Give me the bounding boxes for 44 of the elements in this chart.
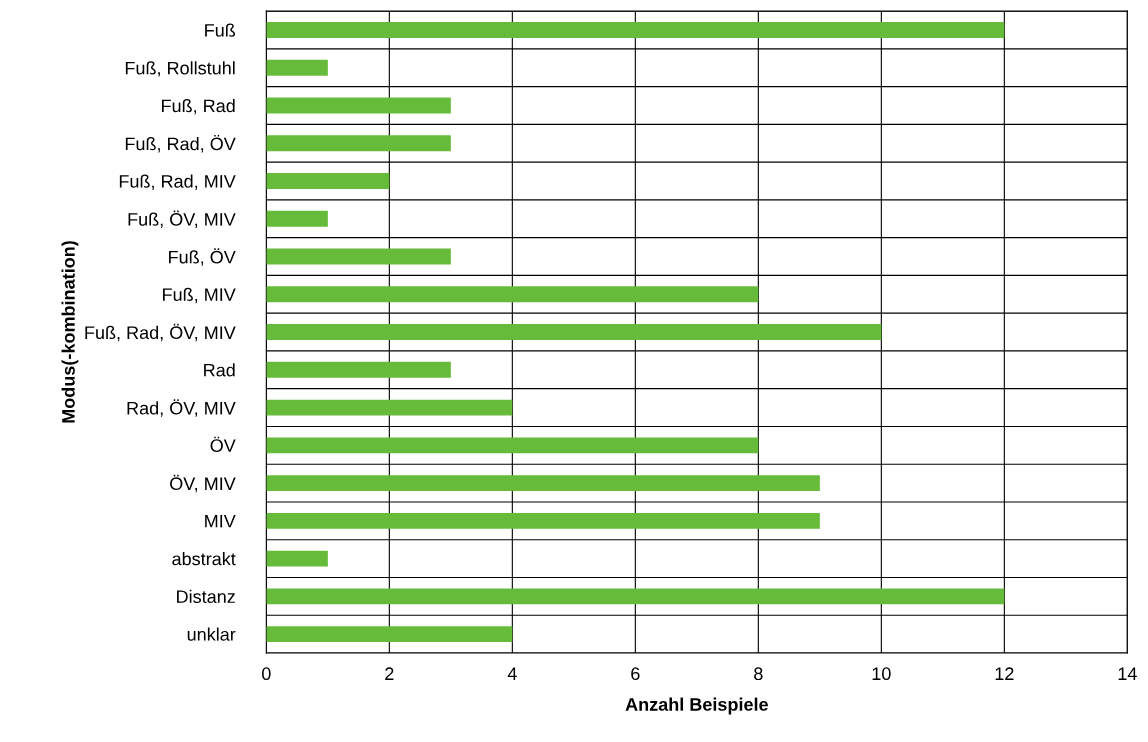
x-tick-label: 4 [507,667,517,680]
y-tick-label: unklar [187,627,236,641]
y-tick-label: Fuß, Rad, ÖV [125,135,236,153]
x-tick-label: 14 [1118,667,1137,680]
bar [266,361,451,378]
bar [266,59,328,76]
y-tick-label: Distanz [177,589,235,604]
bar [266,512,820,529]
bar [266,588,1005,605]
y-tick-label: Fuß, MIV [163,287,236,304]
y-tick-label: Fuß [205,23,236,37]
y-tick-label: Fuß, ÖV [169,248,236,266]
x-axis-title: Anzahl Beispiele [625,697,768,715]
y-tick-label: Rad, ÖV, MIV [127,399,236,417]
y-tick-label: Fuß, Rollstuhl [125,61,235,77]
bar [266,437,759,454]
x-tick-label: 2 [385,667,394,680]
y-tick-label: abstrakt [172,552,236,566]
x-tick-label: 10 [872,667,891,681]
y-tick-label: Rad [204,363,235,377]
bar [266,22,1005,38]
y-tick-label: Fuß, Rad, ÖV, MIV [85,323,236,342]
y-tick-label: Fuß, Rad [162,98,235,115]
bar [266,399,513,416]
bar [266,475,820,491]
bar [266,626,513,643]
bar [266,324,882,340]
bar [266,173,390,189]
x-tick-label: 0 [262,667,271,681]
x-tick-label: 6 [631,667,640,681]
bar [266,248,451,265]
y-tick-label: Fuß, Rad, MIV [119,174,236,190]
x-tick-label: 12 [995,667,1014,680]
y-tick-label: ÖV [210,436,236,453]
bar [266,135,451,152]
x-tick-label: 8 [754,667,763,681]
y-tick-label: MIV [205,514,236,528]
bar [266,210,328,227]
bar [266,550,328,567]
y-axis-title: Modus(-kombination) [61,241,79,423]
bar [266,97,451,114]
y-tick-label: ÖV, MIV [170,474,236,493]
y-tick-label: Fuß, ÖV, MIV [128,210,236,228]
bar [266,286,759,303]
